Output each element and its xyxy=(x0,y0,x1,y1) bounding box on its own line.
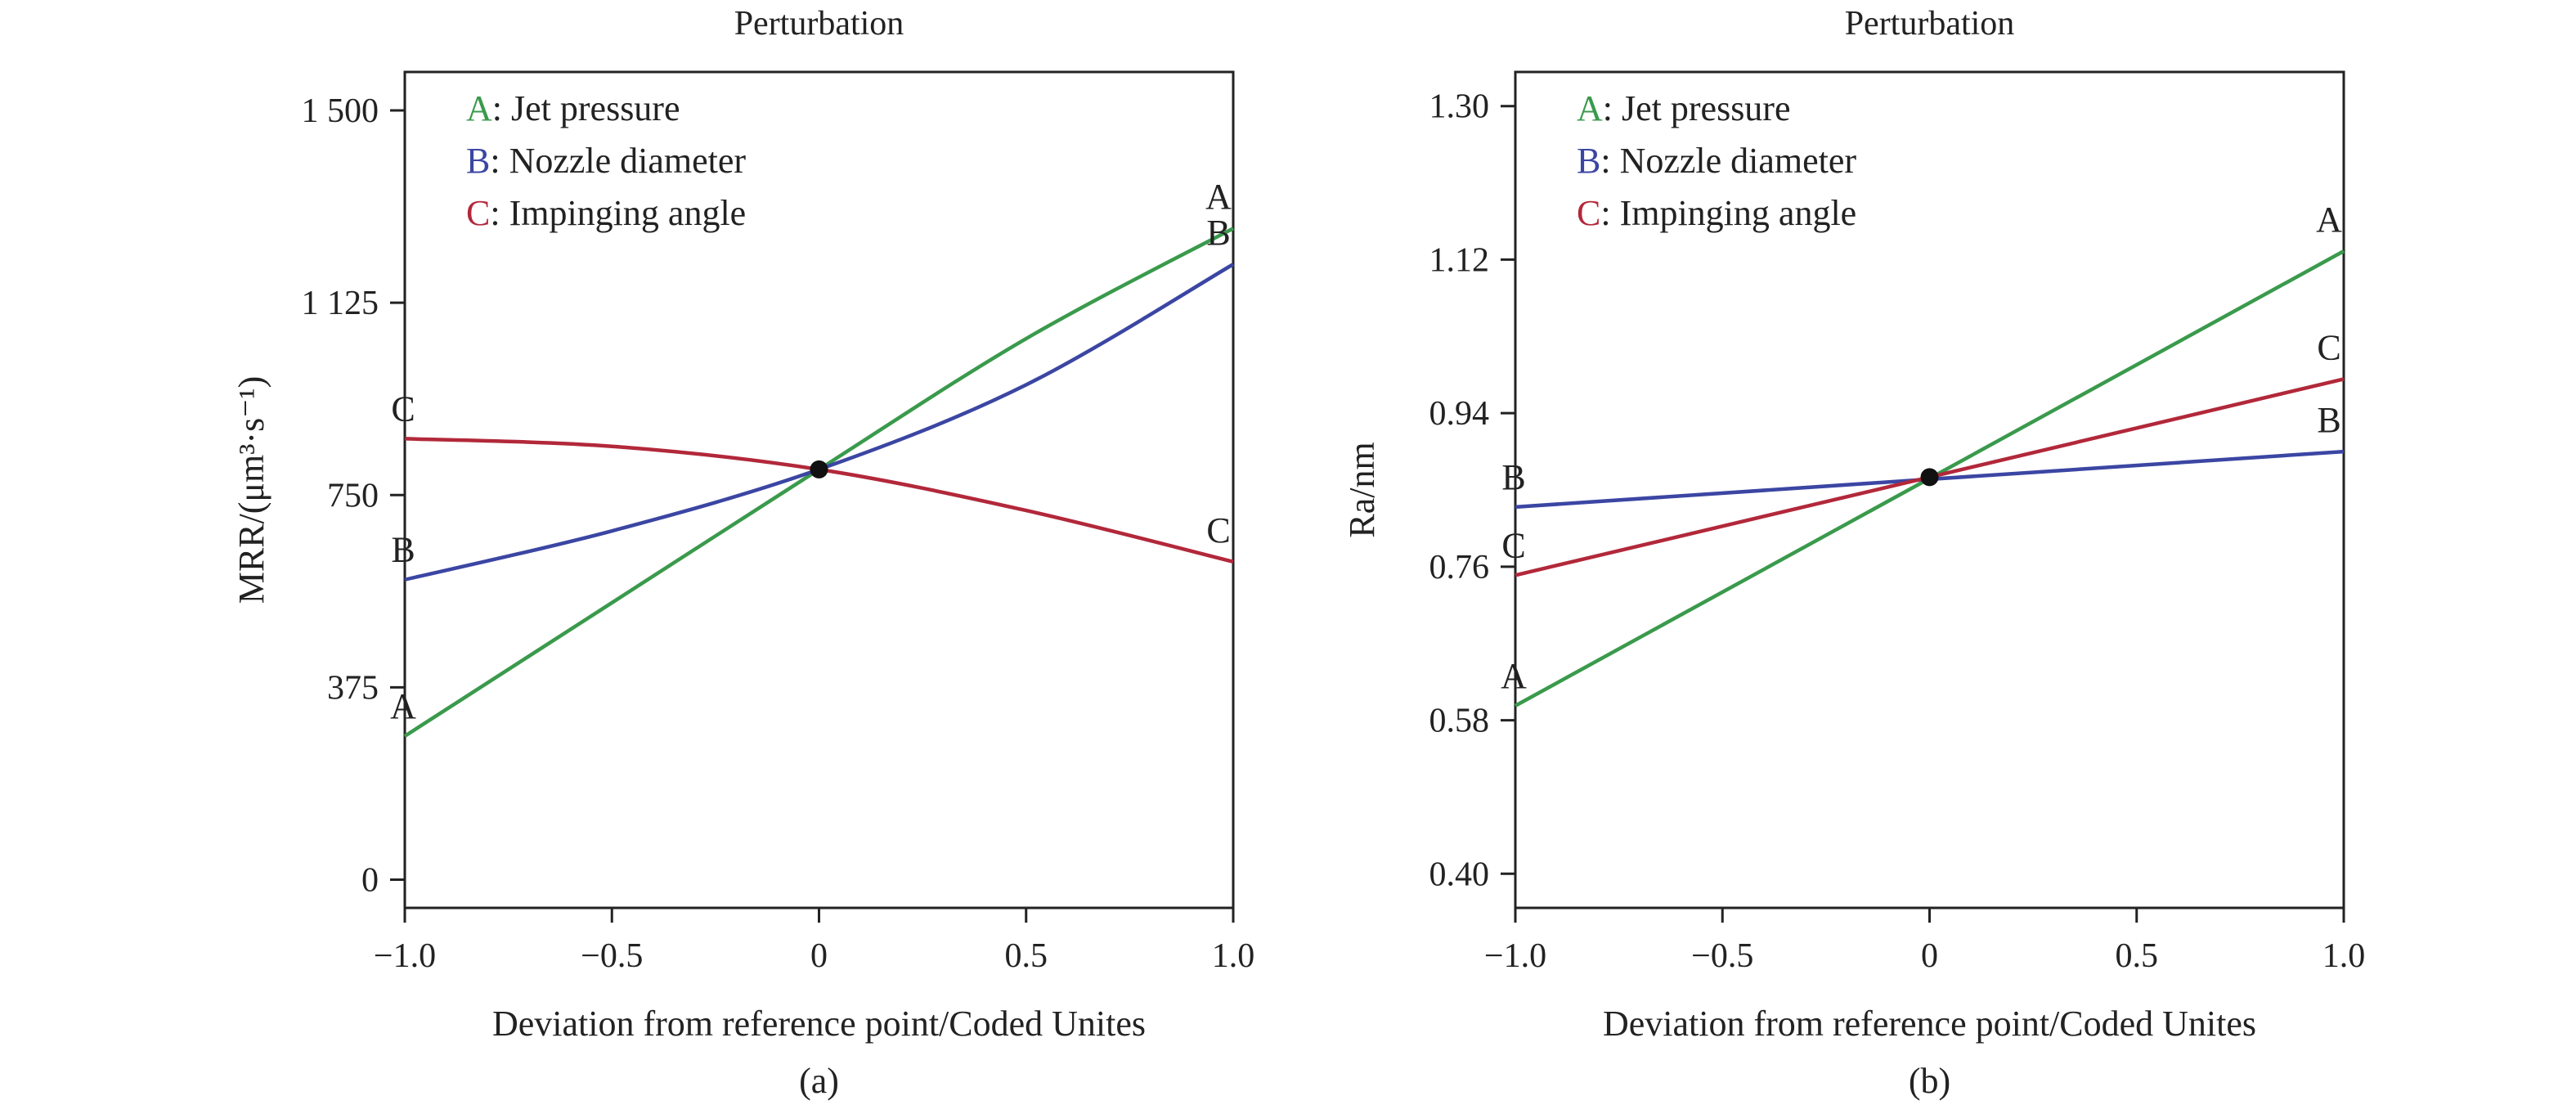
y-tick-label: 0.58 xyxy=(1429,703,1490,740)
y-tick-label: 1 500 xyxy=(302,92,379,130)
x-tick-label: −0.5 xyxy=(581,937,643,975)
reference-point-marker xyxy=(810,460,828,478)
series-label-a: A xyxy=(1501,656,1527,696)
legend-text: : Jet pressure xyxy=(492,88,680,128)
legend-entry-c: C: Impinging angle xyxy=(466,193,746,233)
legend-key: B xyxy=(1577,141,1600,181)
panel-a-group: Perturbation −1.0 −0.5 0 0.5 1.0 0 375 750 1 125 1… xyxy=(231,5,1254,1101)
legend-key: C xyxy=(466,193,490,233)
y-tick-label: 375 xyxy=(327,669,379,707)
y-tick-label: 0.76 xyxy=(1429,549,1490,586)
series-label-b: B xyxy=(2317,400,2340,440)
x-tick-label: 1.0 xyxy=(1212,937,1255,975)
legend-text: : Nozzle diameter xyxy=(490,141,746,181)
y-tick-label: 750 xyxy=(327,477,379,514)
legend-key: A xyxy=(466,88,492,128)
series-label-b: B xyxy=(1501,457,1525,497)
x-axis-label: Deviation from reference point/Coded Uni… xyxy=(1603,1004,2256,1044)
series-label-c: C xyxy=(2317,327,2340,367)
x-axis-label: Deviation from reference point/Coded Uni… xyxy=(492,1004,1146,1044)
y-axis-label: MRR/(μm³·s⁻¹) xyxy=(231,376,272,604)
legend-entry-a: A: Jet pressure xyxy=(1577,88,1791,128)
panel-label: (a) xyxy=(799,1061,839,1101)
y-axis-label: Ra/nm xyxy=(1342,442,1382,537)
x-tick-label: 0.5 xyxy=(2116,937,2159,975)
series-label-a: A xyxy=(2316,200,2342,240)
series-label-c: C xyxy=(1206,510,1230,550)
series-label-b: B xyxy=(1206,213,1230,253)
reference-point-marker xyxy=(1920,468,1939,487)
y-tick-label: 1 125 xyxy=(302,285,379,322)
x-tick-label: −1.0 xyxy=(374,937,436,975)
chart-title: Perturbation xyxy=(1845,5,2015,43)
series-label-c: C xyxy=(391,389,415,429)
series-line-b xyxy=(404,263,1235,582)
series-label-c: C xyxy=(1501,525,1525,565)
legend-text: : Nozzle diameter xyxy=(1600,141,1856,181)
legend-key: A xyxy=(1577,88,1603,128)
x-tick-label: 0.5 xyxy=(1005,937,1048,975)
y-tick-label: 0.40 xyxy=(1429,856,1490,893)
x-tick-label: 0 xyxy=(1921,937,1938,975)
legend-text: : Impinging angle xyxy=(490,193,746,233)
x-tick-label: 1.0 xyxy=(2322,937,2366,975)
x-tick-label: −0.5 xyxy=(1691,937,1753,975)
panel-label: (b) xyxy=(1909,1061,1950,1101)
series-line-c xyxy=(404,437,1234,564)
legend-entry-b: B: Nozzle diameter xyxy=(466,141,746,181)
y-tick-label: 1.12 xyxy=(1429,241,1490,279)
legend-key: B xyxy=(466,141,490,181)
y-tick-label: 1.30 xyxy=(1429,88,1490,126)
x-tick-label: −1.0 xyxy=(1484,937,1546,975)
legend-text: : Impinging angle xyxy=(1600,193,1856,233)
series-label-a: A xyxy=(390,686,416,726)
y-tick-label: 0.94 xyxy=(1429,395,1490,433)
series-label-a: A xyxy=(1205,177,1232,217)
chart-title: Perturbation xyxy=(734,5,904,43)
legend-key: C xyxy=(1577,193,1600,233)
panel-b-group: Perturbation −1.0 −0.5 0 0.5 1.0 0.40 0.58 0.76 0… xyxy=(1342,5,2365,1101)
series-line-a xyxy=(403,227,1235,738)
legend-entry-c: C: Impinging angle xyxy=(1577,193,1856,233)
x-tick-label: 0 xyxy=(810,937,828,975)
legend-text: : Jet pressure xyxy=(1603,88,1791,128)
legend-entry-a: A: Jet pressure xyxy=(466,88,680,128)
series-label-b: B xyxy=(391,530,415,570)
y-tick-label: 0 xyxy=(361,862,379,900)
legend-entry-b: B: Nozzle diameter xyxy=(1577,141,1856,181)
